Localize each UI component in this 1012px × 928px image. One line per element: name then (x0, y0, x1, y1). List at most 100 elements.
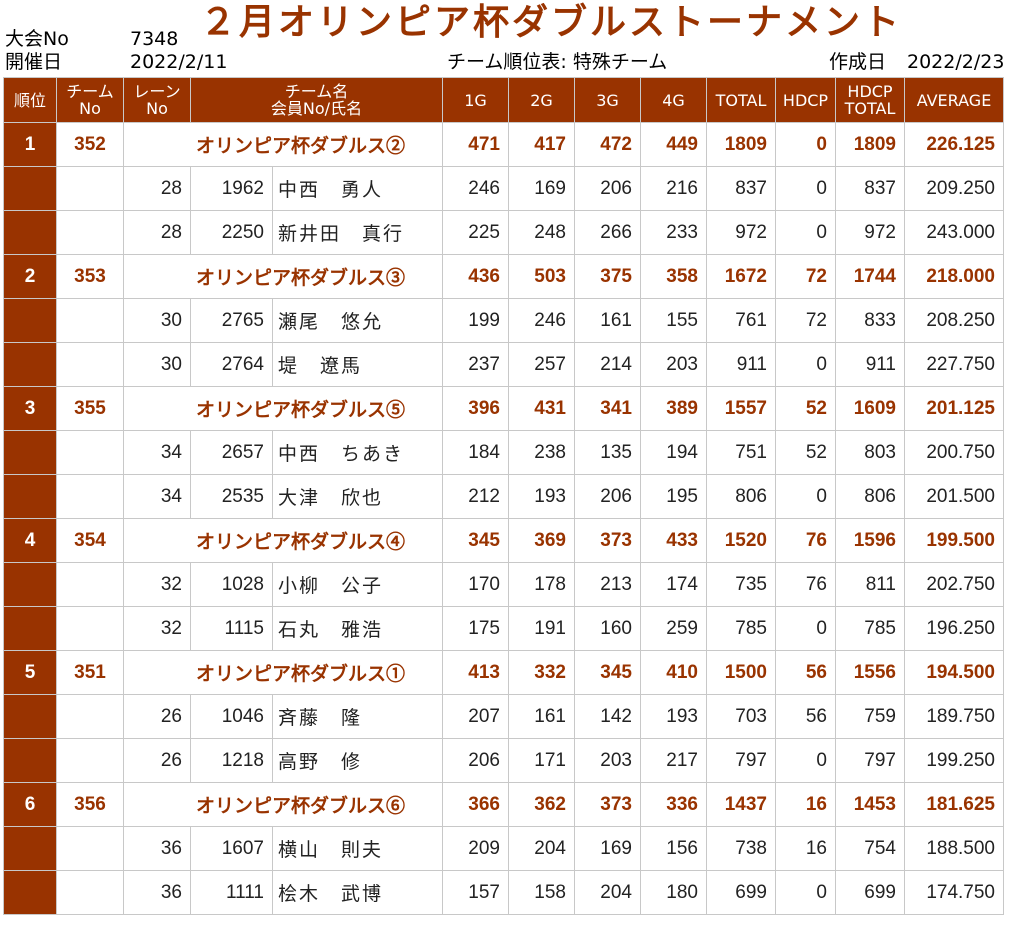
g2-cell: 191 (508, 606, 575, 651)
team-name-cell: オリンピア杯ダブルス④ (190, 518, 443, 563)
g4-cell: 233 (640, 210, 707, 255)
rank-cell (3, 298, 57, 343)
col-lane-no: レーン No (123, 77, 191, 123)
g4-cell: 193 (640, 694, 707, 739)
player-name-cell: 横山 則夫 (272, 826, 443, 871)
team-no-cell (56, 738, 124, 783)
player-row: 30 2765 瀬尾 悠允 199 246 161 155 761 72 833 208.250 (3, 298, 1004, 343)
total-cell: 738 (706, 826, 776, 871)
average-cell: 194.500 (904, 650, 1004, 695)
team-name-cell: オリンピア杯ダブルス① (190, 650, 443, 695)
player-row: 30 2764 堤 遼馬 237 257 214 203 911 0 911 227.750 (3, 342, 1004, 387)
g4-cell: 155 (640, 298, 707, 343)
team-name-cell: オリンピア杯ダブルス② (190, 122, 443, 167)
average-cell: 209.250 (904, 166, 1004, 211)
rank-cell (3, 166, 57, 211)
player-name-cell: 堤 遼馬 (272, 342, 443, 387)
average-cell: 200.750 (904, 430, 1004, 475)
team-no-cell (56, 606, 124, 651)
player-name-cell: 斉藤 隆 (272, 694, 443, 739)
player-name-cell: 新井田 真行 (272, 210, 443, 255)
g2-cell: 417 (508, 122, 575, 167)
hdcp-total-cell: 803 (835, 430, 905, 475)
average-cell: 189.750 (904, 694, 1004, 739)
g3-cell: 204 (574, 870, 641, 915)
g2-cell: 257 (508, 342, 575, 387)
g1-cell: 225 (442, 210, 509, 255)
lane-cell: 32 (123, 606, 191, 651)
team-name-cell: オリンピア杯ダブルス⑤ (190, 386, 443, 431)
player-name-cell: 小柳 公子 (272, 562, 443, 607)
team-row: 6 356 オリンピア杯ダブルス⑥ 366 362 373 336 1437 16 1453 181… (3, 782, 1004, 827)
player-row: 32 1028 小柳 公子 170 178 213 174 735 76 811 202.750 (3, 562, 1004, 607)
g3-cell: 213 (574, 562, 641, 607)
hdcp-total-cell: 972 (835, 210, 905, 255)
g4-cell: 410 (640, 650, 707, 695)
lane-cell (123, 518, 191, 563)
team-no-cell (56, 298, 124, 343)
member-no-cell: 1046 (190, 694, 273, 739)
hdcp-total-cell: 1744 (835, 254, 905, 299)
g3-cell: 341 (574, 386, 641, 431)
team-no-cell (56, 870, 124, 915)
g4-cell: 156 (640, 826, 707, 871)
hdcp-cell: 0 (775, 474, 836, 519)
rank-cell (3, 606, 57, 651)
g2-cell: 246 (508, 298, 575, 343)
member-no-cell: 2657 (190, 430, 273, 475)
team-no-cell: 354 (56, 518, 124, 563)
average-cell: 218.000 (904, 254, 1004, 299)
g3-cell: 169 (574, 826, 641, 871)
total-cell: 1672 (706, 254, 776, 299)
event-no-label: 大会No (5, 28, 69, 50)
hdcp-total-cell: 911 (835, 342, 905, 387)
lane-cell (123, 122, 191, 167)
lane-cell: 30 (123, 298, 191, 343)
total-cell: 1520 (706, 518, 776, 563)
g3-cell: 375 (574, 254, 641, 299)
lane-cell: 36 (123, 826, 191, 871)
player-row: 34 2657 中西 ちあき 184 238 135 194 751 52 803 200.750 (3, 430, 1004, 475)
g1-cell: 157 (442, 870, 509, 915)
created-date: 2022/2/23 (907, 51, 1005, 73)
g4-cell: 174 (640, 562, 707, 607)
g3-cell: 345 (574, 650, 641, 695)
lane-cell: 34 (123, 430, 191, 475)
total-cell: 1500 (706, 650, 776, 695)
g1-cell: 366 (442, 782, 509, 827)
member-no-cell: 2764 (190, 342, 273, 387)
g3-cell: 135 (574, 430, 641, 475)
player-name-cell: 高野 修 (272, 738, 443, 783)
g1-cell: 212 (442, 474, 509, 519)
g4-cell: 216 (640, 166, 707, 211)
hdcp-total-cell: 811 (835, 562, 905, 607)
average-cell: 196.250 (904, 606, 1004, 651)
member-no-cell: 1115 (190, 606, 273, 651)
g4-cell: 449 (640, 122, 707, 167)
g1-cell: 184 (442, 430, 509, 475)
g1-cell: 209 (442, 826, 509, 871)
g4-cell: 358 (640, 254, 707, 299)
team-no-cell (56, 826, 124, 871)
total-cell: 797 (706, 738, 776, 783)
player-row: 36 1111 桧木 武博 157 158 204 180 699 0 699 174.750 (3, 870, 1004, 915)
total-cell: 785 (706, 606, 776, 651)
average-cell: 181.625 (904, 782, 1004, 827)
g2-cell: 369 (508, 518, 575, 563)
team-no-cell: 356 (56, 782, 124, 827)
team-no-cell: 355 (56, 386, 124, 431)
date-label: 開催日 (5, 51, 63, 73)
hdcp-cell: 52 (775, 386, 836, 431)
lane-cell: 34 (123, 474, 191, 519)
col-team-no: チーム No (56, 77, 124, 123)
member-no-cell: 1962 (190, 166, 273, 211)
rank-cell: 2 (3, 254, 57, 299)
total-cell: 1809 (706, 122, 776, 167)
team-no-cell: 352 (56, 122, 124, 167)
player-row: 36 1607 横山 則夫 209 204 169 156 738 16 754 188.500 (3, 826, 1004, 871)
g1-cell: 199 (442, 298, 509, 343)
player-name-cell: 瀬尾 悠允 (272, 298, 443, 343)
hdcp-cell: 72 (775, 254, 836, 299)
average-cell: 201.125 (904, 386, 1004, 431)
g1-cell: 170 (442, 562, 509, 607)
